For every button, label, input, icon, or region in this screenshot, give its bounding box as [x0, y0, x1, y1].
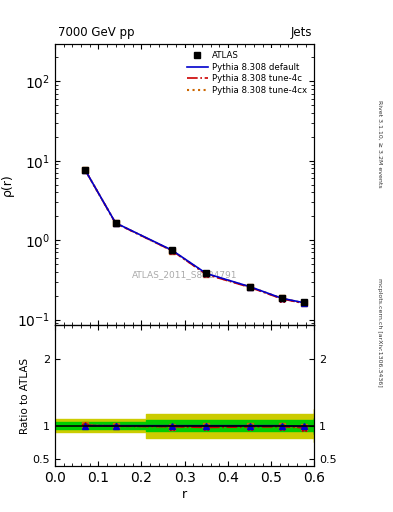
Pythia 8.308 tune-4cx [169, 247, 174, 253]
ATLAS [83, 167, 88, 173]
ATLAS [204, 270, 209, 276]
Pythia 8.308 default [113, 220, 118, 226]
Pythia 8.308 tune-4c [301, 300, 306, 306]
Pythia 8.308 tune-4cx [280, 295, 285, 302]
Pythia 8.308 tune-4c [280, 296, 285, 302]
Pythia 8.308 default [301, 300, 306, 306]
Pythia 8.308 tune-4cx [247, 284, 252, 290]
Line: Pythia 8.308 tune-4c: Pythia 8.308 tune-4c [85, 170, 304, 303]
ATLAS [247, 284, 252, 290]
Pythia 8.308 tune-4cx [113, 220, 118, 226]
Text: ATLAS_2011_S8924791: ATLAS_2011_S8924791 [132, 270, 237, 279]
Pythia 8.308 tune-4c [247, 284, 252, 290]
Legend: ATLAS, Pythia 8.308 default, Pythia 8.308 tune-4c, Pythia 8.308 tune-4cx: ATLAS, Pythia 8.308 default, Pythia 8.30… [183, 48, 310, 98]
Pythia 8.308 tune-4cx [301, 300, 306, 306]
Pythia 8.308 tune-4c [169, 247, 174, 253]
Line: Pythia 8.308 default: Pythia 8.308 default [85, 170, 304, 303]
Text: Rivet 3.1.10, ≥ 3.2M events: Rivet 3.1.10, ≥ 3.2M events [377, 99, 382, 187]
ATLAS [280, 295, 285, 302]
Pythia 8.308 tune-4c [204, 271, 209, 278]
ATLAS [301, 299, 306, 305]
Pythia 8.308 default [280, 295, 285, 302]
Y-axis label: Ratio to ATLAS: Ratio to ATLAS [20, 357, 30, 434]
Pythia 8.308 default [169, 247, 174, 253]
Pythia 8.308 default [204, 270, 209, 276]
Pythia 8.308 tune-4cx [83, 167, 88, 173]
ATLAS [169, 247, 174, 253]
Pythia 8.308 tune-4c [83, 167, 88, 173]
Pythia 8.308 tune-4cx [204, 271, 209, 277]
Text: Jets: Jets [290, 26, 312, 39]
Line: Pythia 8.308 tune-4cx: Pythia 8.308 tune-4cx [85, 170, 304, 303]
Pythia 8.308 tune-4c [113, 220, 118, 226]
Text: 7000 GeV pp: 7000 GeV pp [58, 26, 134, 39]
X-axis label: r: r [182, 487, 187, 501]
Text: mcplots.cern.ch [arXiv:1306.3436]: mcplots.cern.ch [arXiv:1306.3436] [377, 279, 382, 387]
ATLAS [113, 220, 118, 226]
Pythia 8.308 default [247, 284, 252, 290]
Pythia 8.308 default [83, 167, 88, 173]
Line: ATLAS: ATLAS [82, 167, 307, 306]
Y-axis label: ρ(r): ρ(r) [1, 173, 14, 196]
